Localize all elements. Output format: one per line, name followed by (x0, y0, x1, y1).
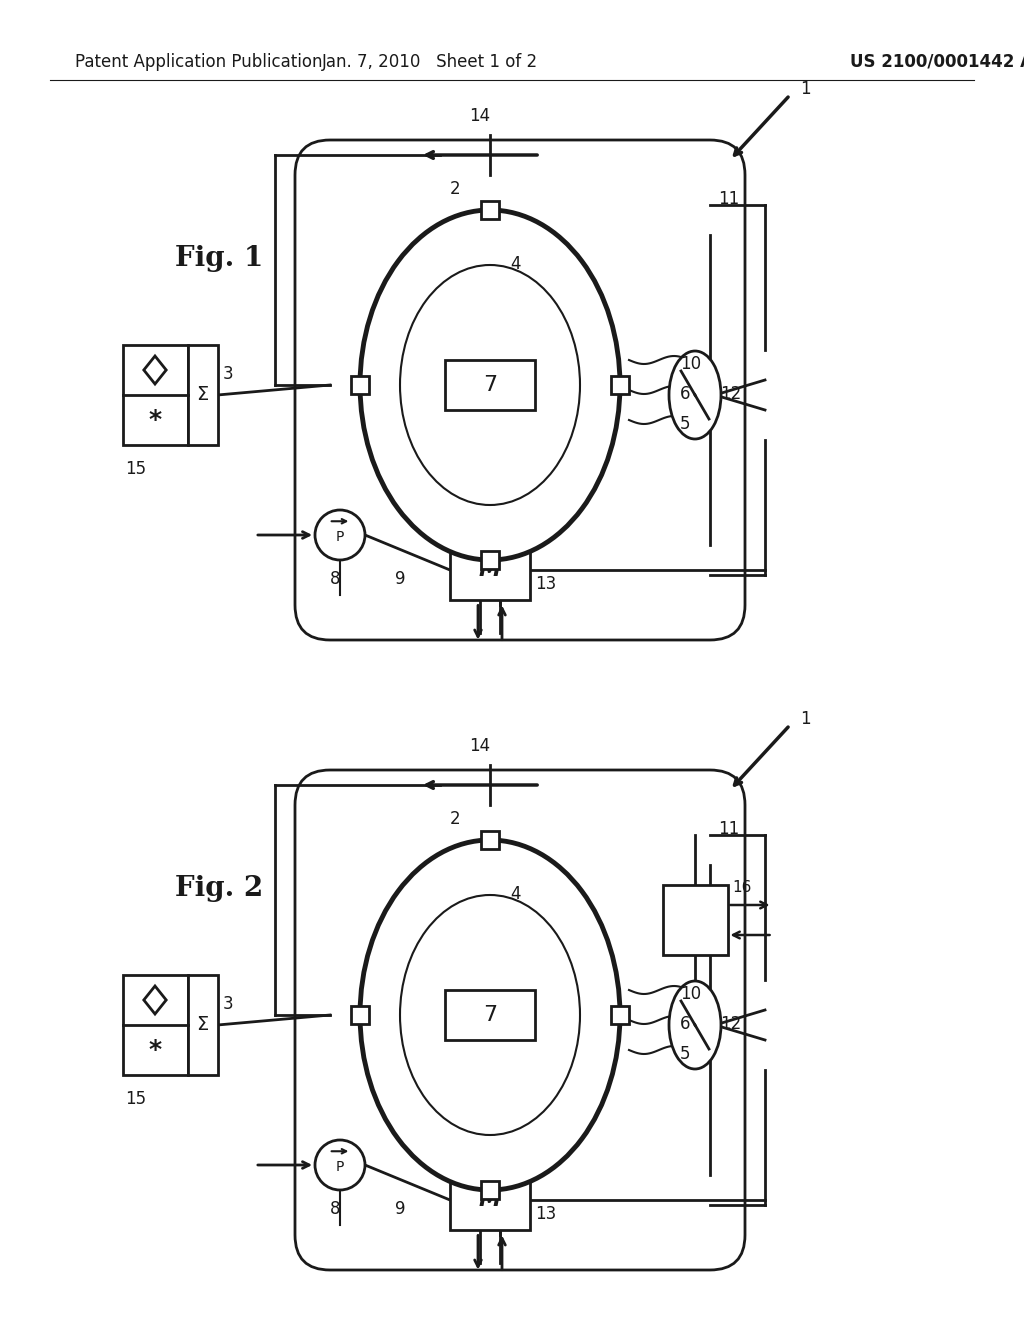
Bar (351, 1006, 369, 1024)
Bar (481, 832, 499, 849)
Text: 11: 11 (718, 190, 739, 209)
Text: 15: 15 (125, 459, 146, 478)
Text: 15: 15 (125, 1090, 146, 1107)
Text: Σ: Σ (197, 1015, 209, 1035)
Text: *: * (148, 1038, 162, 1063)
Text: Fig. 2: Fig. 2 (175, 875, 263, 902)
Text: 11: 11 (718, 820, 739, 838)
Bar (481, 550, 499, 569)
Text: 10: 10 (680, 355, 701, 374)
Bar (351, 376, 369, 393)
Text: 10: 10 (680, 985, 701, 1003)
Text: *: * (148, 408, 162, 432)
Text: 14: 14 (469, 107, 490, 125)
Ellipse shape (400, 265, 580, 506)
Ellipse shape (400, 895, 580, 1135)
Text: 2: 2 (450, 810, 461, 828)
Text: 9: 9 (395, 570, 406, 587)
Text: 3: 3 (222, 366, 233, 383)
Text: P: P (336, 1160, 344, 1173)
Text: 14: 14 (469, 737, 490, 755)
Text: 5: 5 (680, 414, 690, 433)
Text: US 2100/0001442 A1: US 2100/0001442 A1 (850, 53, 1024, 71)
Text: 8: 8 (330, 1200, 341, 1218)
Text: 13: 13 (535, 1205, 556, 1224)
Bar (481, 1181, 499, 1199)
Text: 8: 8 (330, 570, 341, 587)
Ellipse shape (669, 981, 721, 1069)
Text: Σ: Σ (197, 385, 209, 404)
FancyBboxPatch shape (295, 140, 745, 640)
Ellipse shape (360, 840, 620, 1191)
Text: 4: 4 (510, 884, 520, 903)
Circle shape (315, 510, 365, 560)
Bar (481, 201, 499, 219)
Bar (663, 884, 727, 954)
Text: 12: 12 (720, 385, 741, 403)
Text: M: M (479, 1191, 501, 1210)
Text: Patent Application Publication: Patent Application Publication (75, 53, 323, 71)
Text: Jan. 7, 2010   Sheet 1 of 2: Jan. 7, 2010 Sheet 1 of 2 (322, 53, 538, 71)
Bar (445, 360, 535, 411)
Text: Fig. 1: Fig. 1 (175, 246, 263, 272)
Text: 9: 9 (395, 1200, 406, 1218)
Text: 16: 16 (732, 880, 752, 895)
Bar (450, 1170, 530, 1230)
Bar (611, 376, 629, 393)
Text: 1: 1 (800, 81, 811, 98)
Text: 7: 7 (483, 375, 497, 395)
FancyBboxPatch shape (295, 770, 745, 1270)
Bar (187, 345, 217, 445)
Text: M: M (479, 560, 501, 579)
Text: 6: 6 (680, 385, 690, 403)
Ellipse shape (669, 351, 721, 440)
Text: 1: 1 (800, 710, 811, 729)
Text: 12: 12 (720, 1015, 741, 1034)
Text: 13: 13 (535, 576, 556, 593)
Bar (187, 975, 217, 1074)
Text: 5: 5 (680, 1045, 690, 1063)
Text: 4: 4 (510, 255, 520, 273)
Bar (123, 975, 187, 1074)
Bar (611, 1006, 629, 1024)
Bar (445, 990, 535, 1040)
Polygon shape (143, 356, 166, 384)
Bar (123, 345, 187, 445)
Text: 6: 6 (680, 1015, 690, 1034)
Text: 3: 3 (222, 995, 233, 1012)
Text: 2: 2 (450, 180, 461, 198)
Ellipse shape (360, 210, 620, 560)
Polygon shape (143, 986, 166, 1014)
Circle shape (315, 1140, 365, 1191)
Text: 7: 7 (483, 1005, 497, 1026)
Text: P: P (336, 531, 344, 544)
Bar (450, 540, 530, 601)
